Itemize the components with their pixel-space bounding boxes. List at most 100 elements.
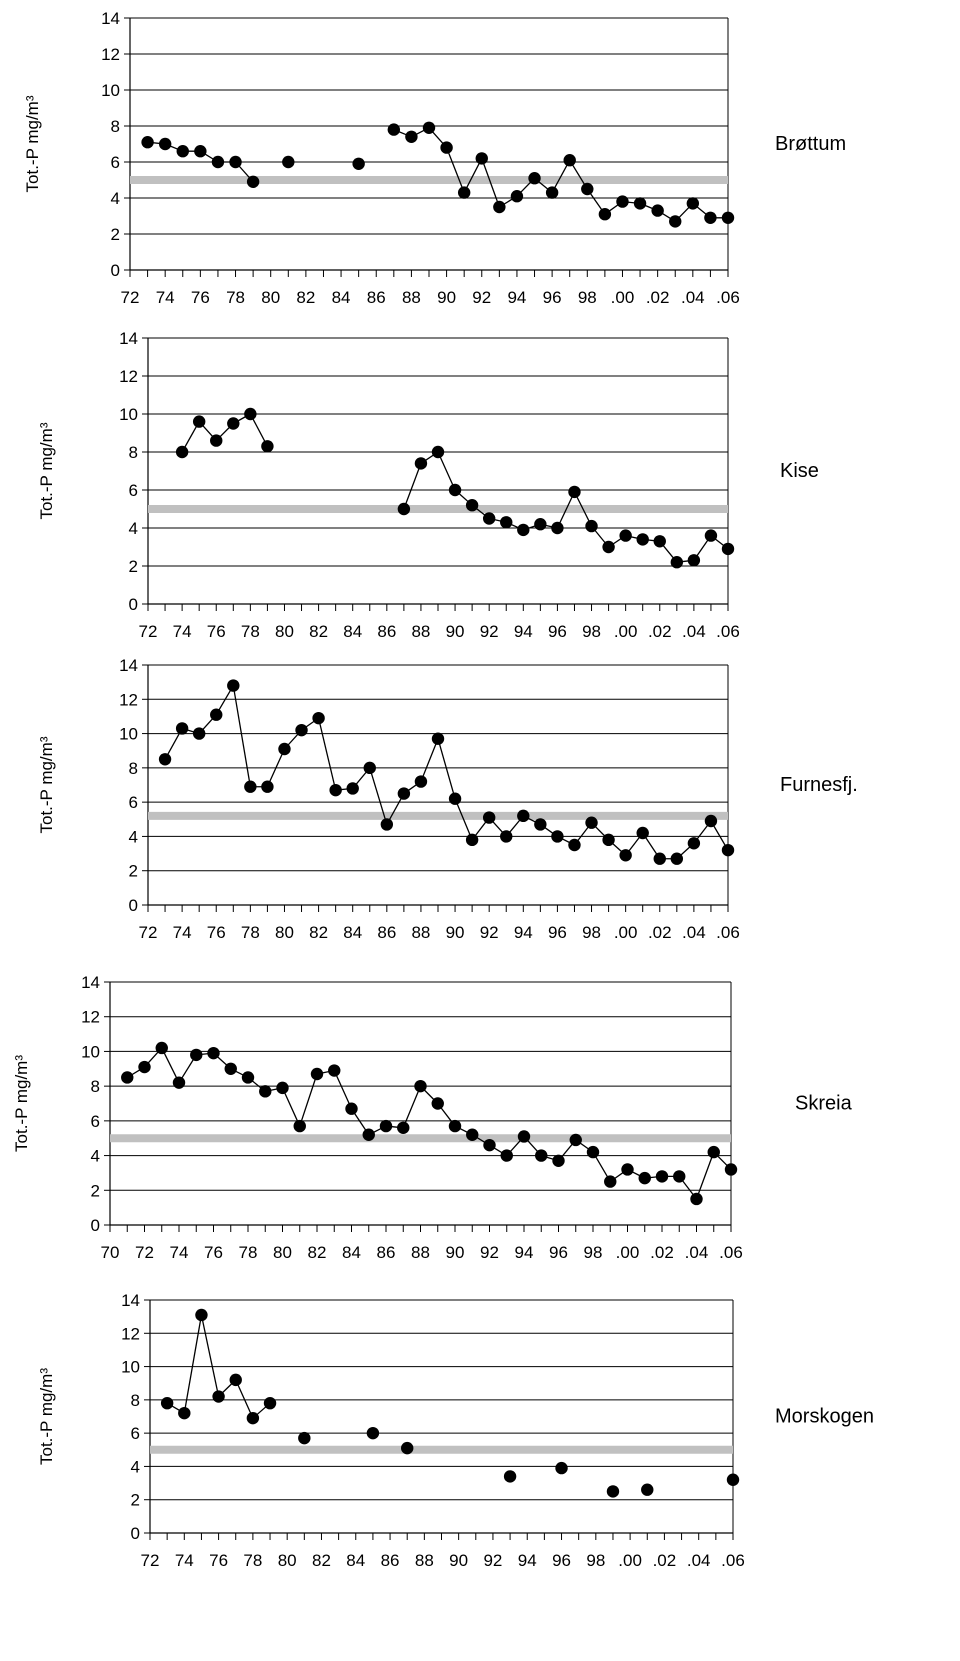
data-point [212,1390,225,1403]
y-tick-label: 10 [119,725,138,744]
data-point [387,123,401,136]
data-point [244,407,257,421]
series-segment [232,685,251,787]
x-tick-label: .02 [646,288,670,307]
x-tick-label: 74 [156,288,175,307]
data-point [475,152,488,165]
station-name: Kise [780,460,819,482]
y-tick-label: 8 [131,1391,140,1410]
data-point [551,521,564,535]
chart-panel: 0 2 4 6 8 10 12 14 72 74 76 78 80 82 84 86 88 90 92 94 96 98.… [37,1291,874,1570]
data-point [503,1470,517,1483]
data-point [721,211,735,224]
data-point [616,195,629,208]
series-segment [333,1070,353,1109]
y-tick-label: 6 [111,153,120,172]
series-segment [420,738,439,782]
series-segment [445,147,465,193]
series-segment [402,1085,422,1129]
chart-panel: 0 2 4 6 8 10 12 14 72 74 76 78 80 82 84 86 88 90 92 94 96 98.… [37,656,858,942]
data-point [405,130,418,143]
data-point [670,852,684,865]
data-point [190,1048,203,1062]
series-segment [281,1087,301,1127]
data-point [172,1076,186,1089]
data-point [192,727,206,740]
data-point [352,157,365,170]
data-point [397,787,411,800]
x-tick-label: 80 [275,923,294,942]
x-tick-label: 74 [175,1551,194,1570]
data-point [155,1041,168,1055]
x-tick-label: .06 [716,622,740,641]
x-tick-label: 80 [273,1243,292,1262]
data-point [534,518,547,531]
x-tick-label: 70 [101,1243,120,1262]
data-point [431,1097,444,1110]
x-tick-label: .06 [716,288,740,307]
x-tick-label: 84 [342,1243,361,1262]
data-point [448,483,462,497]
x-tick-label: 78 [239,1243,258,1262]
x-tick-label: 82 [309,923,328,942]
data-point [641,1483,654,1496]
data-point [414,775,428,788]
x-tick-label: 90 [437,288,456,307]
y-tick-label: 0 [129,595,138,614]
x-tick-label: 96 [548,923,567,942]
x-tick-label: 80 [275,622,294,641]
data-point [517,523,530,537]
series-segment [437,451,456,491]
data-point [448,1119,462,1133]
data-point [175,445,189,459]
data-point [619,849,632,862]
y-tick-label: 2 [131,1491,140,1510]
y-tick-label: 12 [81,1008,100,1027]
x-tick-label: 82 [309,622,328,641]
series-segment [266,748,286,787]
x-tick-label: 76 [207,923,226,942]
x-tick-label: .00 [611,288,635,307]
station-name: Furnesfj. [780,774,858,796]
y-tick-label: 2 [129,557,138,576]
data-point [261,780,274,793]
data-point [259,1085,272,1098]
data-point [619,529,632,542]
data-point [192,415,206,428]
series-segment [161,1047,180,1083]
y-tick-label: 0 [131,1524,140,1543]
y-tick-label: 4 [131,1457,140,1476]
data-point [465,833,479,847]
data-point [551,830,564,843]
series-segment [200,1314,220,1397]
data-point [555,1461,568,1475]
data-point [686,197,700,210]
x-tick-label: .06 [719,1243,743,1262]
data-point [636,826,649,840]
y-tick-label: 2 [111,225,120,244]
x-tick-label: 72 [141,1551,160,1570]
data-point [397,1121,410,1135]
series-segment [369,767,388,825]
y-tick-label: 12 [119,690,138,709]
data-point [535,1149,548,1162]
x-tick-label: 84 [346,1551,365,1570]
data-point [500,1149,513,1162]
x-tick-label: 94 [518,1551,537,1570]
x-tick-label: 78 [226,288,245,307]
x-tick-label: 86 [381,1551,400,1570]
x-tick-label: 84 [343,622,362,641]
x-tick-label: 74 [173,622,192,641]
data-point [585,519,598,533]
y-tick-label: 8 [129,759,138,778]
x-tick-label: 92 [480,923,499,942]
x-tick-label: 88 [411,1243,430,1262]
series-segment [695,1151,715,1200]
x-tick-label: 86 [367,288,386,307]
x-tick-label: 96 [552,1551,571,1570]
x-tick-label: 94 [514,923,533,942]
x-tick-label: .00 [614,622,638,641]
x-tick-label: .02 [648,923,672,942]
data-point [160,1396,174,1410]
x-tick-label: 84 [332,288,351,307]
